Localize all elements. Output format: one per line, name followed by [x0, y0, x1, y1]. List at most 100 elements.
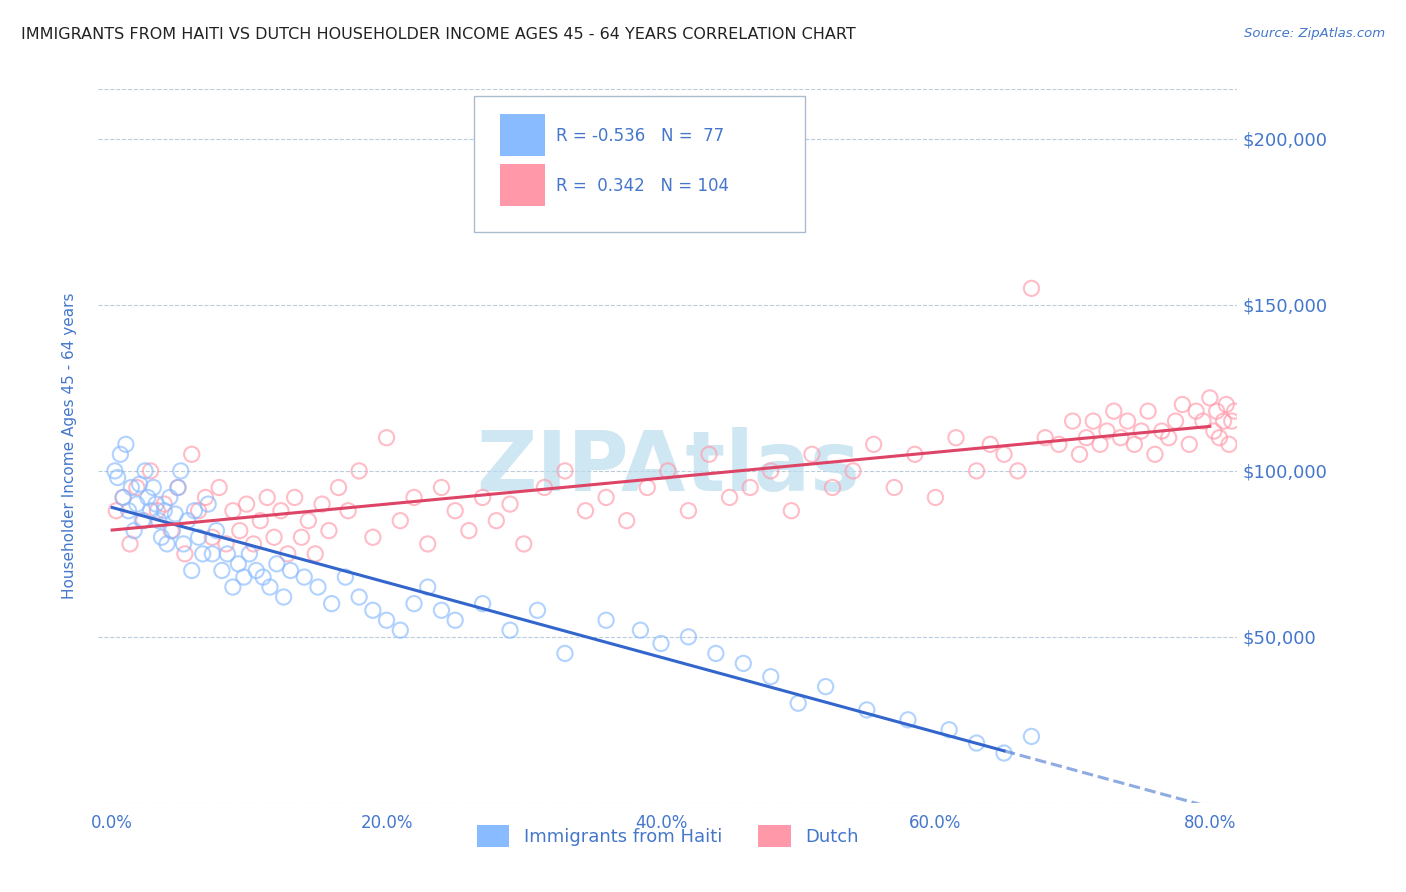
Point	[904, 447, 927, 461]
Point	[780, 504, 803, 518]
Point	[966, 464, 988, 478]
Point	[347, 464, 370, 478]
Point	[993, 447, 1015, 461]
Point	[924, 491, 946, 505]
Point	[499, 624, 522, 638]
Point	[228, 557, 250, 571]
Point	[650, 636, 672, 650]
FancyBboxPatch shape	[501, 164, 546, 206]
Point	[328, 481, 350, 495]
Point	[148, 514, 170, 528]
Point	[814, 680, 837, 694]
Point	[252, 570, 274, 584]
Point	[337, 504, 360, 518]
Point	[1021, 730, 1043, 744]
Point	[122, 524, 145, 538]
Point	[485, 514, 508, 528]
Point	[249, 514, 271, 528]
Point	[787, 696, 810, 710]
Point	[238, 547, 260, 561]
Point	[205, 524, 228, 538]
Point	[1095, 424, 1118, 438]
Point	[242, 537, 264, 551]
Point	[856, 703, 879, 717]
Point	[1137, 404, 1160, 418]
Point	[321, 597, 343, 611]
Point	[993, 746, 1015, 760]
Point	[733, 657, 755, 671]
Point	[297, 514, 319, 528]
Point	[215, 537, 238, 551]
Point	[430, 603, 453, 617]
Point	[145, 497, 167, 511]
Point	[697, 447, 720, 461]
Point	[416, 537, 439, 551]
Point	[1212, 414, 1234, 428]
Point	[304, 547, 326, 561]
Point	[595, 491, 617, 505]
Text: R =  0.342   N = 104: R = 0.342 N = 104	[557, 177, 730, 194]
Point	[444, 504, 467, 518]
Point	[457, 524, 479, 538]
Point	[759, 464, 782, 478]
Point	[883, 481, 905, 495]
Point	[245, 564, 267, 578]
Point	[273, 590, 295, 604]
Point	[1076, 431, 1098, 445]
Point	[444, 613, 467, 627]
Point	[821, 481, 844, 495]
Point	[1102, 404, 1125, 418]
Point	[513, 537, 536, 551]
Y-axis label: Householder Income Ages 45 - 64 years: Householder Income Ages 45 - 64 years	[62, 293, 77, 599]
Point	[136, 491, 159, 505]
Point	[628, 624, 651, 638]
Point	[1198, 391, 1220, 405]
Point	[270, 504, 292, 518]
Point	[740, 481, 762, 495]
Point	[554, 464, 576, 478]
Point	[208, 481, 231, 495]
Point	[191, 547, 214, 561]
Point	[1069, 447, 1091, 461]
Point	[533, 481, 555, 495]
Point	[162, 524, 184, 538]
Point	[280, 564, 302, 578]
Point	[1215, 397, 1237, 411]
Point	[167, 481, 190, 495]
Point	[1223, 404, 1246, 418]
Point	[1164, 414, 1187, 428]
Point	[979, 437, 1001, 451]
Point	[430, 481, 453, 495]
Point	[128, 477, 150, 491]
Point	[1021, 281, 1043, 295]
Point	[183, 504, 205, 518]
Point	[263, 530, 285, 544]
Point	[292, 570, 315, 584]
Point	[704, 647, 727, 661]
Point	[1007, 464, 1029, 478]
Point	[389, 514, 412, 528]
Point	[290, 530, 312, 544]
Point	[176, 514, 198, 528]
Point	[1130, 424, 1153, 438]
Point	[112, 491, 135, 505]
Point	[201, 547, 224, 561]
Point	[1218, 437, 1240, 451]
Point	[1047, 437, 1070, 451]
Point	[862, 437, 884, 451]
Point	[222, 580, 245, 594]
Point	[150, 530, 173, 544]
Point	[375, 431, 398, 445]
Point	[1220, 414, 1243, 428]
Point	[165, 507, 187, 521]
Point	[132, 514, 155, 528]
Point	[1109, 431, 1132, 445]
Point	[1088, 437, 1111, 451]
Point	[266, 557, 288, 571]
Point	[153, 497, 176, 511]
Point	[311, 497, 333, 511]
Point	[1083, 414, 1105, 428]
Point	[966, 736, 988, 750]
Point	[759, 670, 782, 684]
Point	[1178, 437, 1201, 451]
